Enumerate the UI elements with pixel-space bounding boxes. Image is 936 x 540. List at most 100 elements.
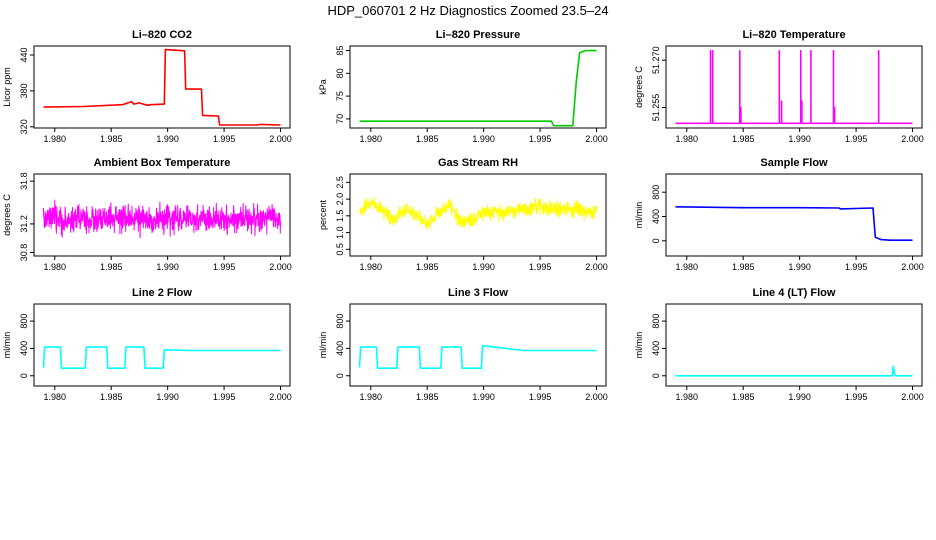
line-3-flow-xtick-label: 2.000 [585,392,608,402]
figure-title: HDP_060701 2 Hz Diagnostics Zoomed 23.5–… [327,3,608,18]
line-4-lt-flow-xtick-label: 1.985 [732,392,755,402]
li-820-pressure-ytick-label: 80 [335,68,345,78]
li-820-co2-ytick-label: 320 [19,119,29,134]
gas-stream-rh-ytick-label: 2.0 [335,193,345,206]
sample-flow-xtick-label: 1.985 [732,262,755,272]
li-820-pressure-xtick-label: 1.980 [360,134,383,144]
li-820-temperature-title: Li–820 Temperature [742,29,845,41]
line-3-flow-title: Line 3 Flow [448,287,508,299]
line-4-lt-flow-ytick-label: 0 [651,373,661,378]
li-820-temperature-ytick-label: 51.270 [651,46,661,74]
line-3-flow-xtick-label: 1.980 [360,392,383,402]
line-3-flow-ytick-label: 400 [335,341,345,356]
li-820-co2-panel: Li–820 CO2 1.980 1.985 1.990 1.995 2.000 320 38… [2,29,292,144]
gas-stream-rh-ytick-label: 1.5 [335,210,345,223]
line-2-flow-panel: Line 2 Flow 1.980 1.985 1.990 1.995 2.000 0 400… [2,287,292,402]
line-2-flow-ylabel: ml/min [2,332,12,359]
line-4-lt-flow-xtick-label: 2.000 [901,392,924,402]
line-4-lt-flow-xtick-label: 1.980 [676,392,699,402]
li-820-pressure-panel: Li–820 Pressure 1.980 1.985 1.990 1.995 2.000… [318,29,608,144]
li-820-temperature-panel: Li–820 Temperature 1.980 1.985 1.990 1.995 2.… [634,29,924,144]
li-820-temperature-xtick-label: 1.990 [788,134,811,144]
li-820-pressure-series-line [359,49,597,127]
li-820-pressure-xtick-label: 2.000 [585,134,608,144]
line-2-flow-series-line [42,346,281,370]
li-820-co2-xtick-label: 1.990 [156,134,179,144]
sample-flow-title: Sample Flow [760,157,828,169]
li-820-temperature-xtick-label: 1.980 [676,134,699,144]
li-820-pressure-ylabel: kPa [318,79,328,95]
ambient-box-temperature-xtick-label: 1.980 [44,262,67,272]
gas-stream-rh-xtick-label: 1.990 [472,262,495,272]
li-820-co2-ytick-label: 380 [19,83,29,98]
li-820-pressure-ytick-label: 85 [335,46,345,56]
line-3-flow-xtick-label: 1.985 [416,392,439,402]
sample-flow-panel: Sample Flow 1.980 1.985 1.990 1.995 2.000 0 400… [634,157,924,272]
sample-flow-xtick-label: 1.980 [676,262,699,272]
li-820-temperature-xtick-label: 1.985 [732,134,755,144]
line-2-flow-xtick-label: 1.995 [213,392,236,402]
line-3-flow-xtick-label: 1.990 [472,392,495,402]
line-2-flow-ytick-label: 800 [19,314,29,329]
li-820-co2-series-line [43,48,281,126]
li-820-temperature-plot-frame [665,45,923,129]
line-3-flow-ylabel: ml/min [318,332,328,359]
sample-flow-ylabel: ml/min [634,202,644,229]
ambient-box-temperature-ytick-label: 31.2 [19,215,29,233]
li-820-co2-title: Li–820 CO2 [132,29,192,41]
line-2-flow-xtick-label: 2.000 [269,392,292,402]
line-4-lt-flow-plot-frame [665,303,923,387]
li-820-temperature-series-line [675,49,913,125]
sample-flow-xtick-label: 1.995 [845,262,868,272]
sample-flow-plot-frame [665,173,923,257]
line-4-lt-flow-title: Line 4 (LT) Flow [753,287,836,299]
li-820-temperature-xtick-label: 1.995 [845,134,868,144]
li-820-co2-ytick-label: 440 [19,47,29,62]
ambient-box-temperature-panel: Ambient Box Temperature 1.980 1.985 1.990 1.… [2,157,292,272]
li-820-pressure-ytick-label: 70 [335,114,345,124]
gas-stream-rh-title: Gas Stream RH [438,157,518,169]
gas-stream-rh-series-line [359,196,597,230]
line-3-flow-ytick-label: 0 [335,373,345,378]
ambient-box-temperature-xtick-label: 1.995 [213,262,236,272]
line-3-flow-ytick-label: 800 [335,314,345,329]
li-820-pressure-plot-frame [349,45,607,129]
line-4-lt-flow-ylabel: ml/min [634,332,644,359]
gas-stream-rh-ylabel: percent [318,199,328,230]
line-4-lt-flow-ytick-label: 800 [651,314,661,329]
li-820-co2-xtick-label: 2.000 [269,134,292,144]
ambient-box-temperature-ylabel: degrees C [2,194,12,236]
li-820-pressure-ytick-label: 75 [335,91,345,101]
line-2-flow-ytick-label: 400 [19,341,29,356]
li-820-co2-xtick-label: 1.980 [44,134,67,144]
line-2-flow-xtick-label: 1.980 [44,392,67,402]
ambient-box-temperature-xtick-label: 2.000 [269,262,292,272]
gas-stream-rh-xtick-label: 2.000 [585,262,608,272]
line-4-lt-flow-xtick-label: 1.995 [845,392,868,402]
li-820-temperature-ytick-label: 51.255 [651,94,661,122]
gas-stream-rh-ytick-label: 1.0 [335,226,345,239]
li-820-co2-plot-frame [33,45,291,129]
gas-stream-rh-ytick-label: 0.5 [335,243,345,256]
sample-flow-series-line [675,206,913,241]
li-820-temperature-xtick-label: 2.000 [901,134,924,144]
ambient-box-temperature-xtick-label: 1.985 [100,262,123,272]
li-820-pressure-xtick-label: 1.990 [472,134,495,144]
line-2-flow-ytick-label: 0 [19,373,29,378]
li-820-pressure-xtick-label: 1.985 [416,134,439,144]
sample-flow-ytick-label: 0 [651,238,661,243]
line-4-lt-flow-xtick-label: 1.990 [788,392,811,402]
ambient-box-temperature-series-line [43,199,281,239]
sample-flow-ytick-label: 800 [651,185,661,200]
line-2-flow-plot-frame [33,303,291,387]
line-2-flow-title: Line 2 Flow [132,287,192,299]
li-820-co2-ylabel: Licor ppm [2,67,12,107]
li-820-pressure-title: Li–820 Pressure [436,29,520,41]
line-3-flow-plot-frame [349,303,607,387]
line-3-flow-xtick-label: 1.995 [529,392,552,402]
ambient-box-temperature-ytick-label: 30.8 [19,244,29,262]
sample-flow-xtick-label: 2.000 [901,262,924,272]
sample-flow-xtick-label: 1.990 [788,262,811,272]
li-820-co2-xtick-label: 1.995 [213,134,236,144]
